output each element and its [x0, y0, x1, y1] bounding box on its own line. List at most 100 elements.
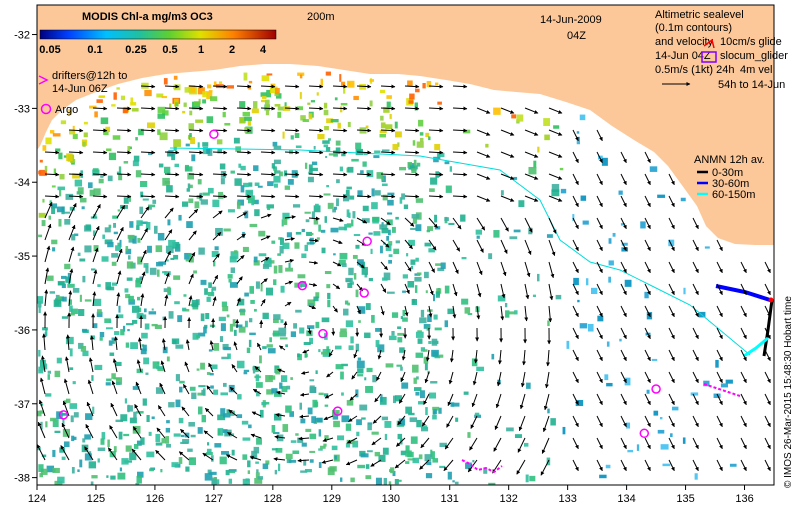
velocity-arrow: [164, 150, 180, 155]
chlorophyll-pixel: [192, 332, 199, 340]
chlorophyll-pixel: [405, 445, 410, 454]
chlorophyll-pixel: [262, 263, 270, 269]
chlorophyll-pixel: [241, 420, 249, 425]
chlorophyll-pixel: [173, 254, 179, 260]
chlorophyll-pixel: [237, 199, 245, 206]
velocity-arrow: [764, 371, 771, 384]
velocity-arrow: [212, 106, 228, 111]
chlorophyll-pixel: [93, 298, 102, 307]
velocity-arrow: [404, 84, 420, 89]
velocity-arrow: [476, 151, 491, 158]
velocity-arrow: [520, 371, 526, 388]
velocity-arrow: [182, 383, 190, 395]
chlorophyll-pixel: [179, 386, 183, 393]
chlorophyll-pixel: [620, 223, 626, 226]
velocity-arrow: [188, 194, 204, 199]
chlorophyll-pixel: [97, 284, 101, 287]
chlorophyll-pixel: [271, 163, 275, 169]
chlorophyll-pixel: [352, 254, 358, 259]
glide-label: 10cm/s glide: [720, 36, 782, 48]
chlorophyll-pixel: [415, 88, 420, 93]
chlorophyll-pixel: [432, 458, 439, 463]
chlorophyll-pixel: [219, 336, 224, 343]
velocity-arrow: [471, 393, 478, 408]
chlorophyll-pixel: [316, 92, 319, 96]
velocity-arrow: [68, 224, 76, 241]
chlorophyll-pixel: [392, 144, 399, 151]
velocity-arrow: [500, 195, 515, 202]
chlorophyll-pixel: [155, 245, 163, 253]
velocity-arrow: [188, 128, 204, 133]
velocity-arrow: [356, 84, 372, 89]
chlorophyll-pixel: [729, 463, 737, 467]
chlorophyll-pixel: [125, 445, 132, 452]
chlorophyll-pixel: [209, 96, 218, 102]
chlorophyll-pixel: [290, 331, 297, 338]
velocity-arrow: [596, 217, 603, 230]
chlorophyll-pixel: [148, 311, 157, 315]
velocity-arrow: [493, 437, 502, 452]
velocity-arrow: [404, 150, 420, 155]
velocity-arrow: [542, 415, 550, 433]
velocity-arrow: [212, 84, 228, 89]
chlorophyll-pixel: [197, 179, 202, 185]
velocity-arrow: [356, 172, 372, 177]
chlorophyll-pixel: [173, 75, 178, 80]
velocity-arrow: [44, 172, 60, 177]
velocity-arrow: [252, 388, 262, 395]
chlorophyll-pixel: [145, 372, 149, 375]
chlorophyll-pixel: [364, 273, 368, 278]
chlorophyll-pixel: [364, 332, 371, 339]
chlorophyll-pixel: [242, 454, 248, 460]
chlorophyll-pixel: [92, 406, 95, 414]
velocity-arrow: [452, 239, 461, 252]
chlorophyll-pixel: [627, 449, 634, 453]
velocity-arrow: [164, 250, 171, 263]
chlorophyll-pixel: [612, 232, 616, 237]
chlorophyll-pixel: [130, 342, 138, 350]
velocity-arrow: [572, 371, 579, 384]
chlorophyll-pixel: [214, 246, 219, 251]
chlorophyll-pixel: [377, 344, 385, 353]
chlorophyll-pixel: [433, 314, 438, 320]
chlorophyll-pixel: [432, 294, 435, 302]
chlorophyll-pixel: [107, 439, 110, 447]
chlorophyll-pixel: [320, 78, 324, 87]
chlorophyll-pixel: [114, 331, 120, 335]
chlorophyll-pixel: [305, 428, 312, 432]
velocity-arrow: [164, 294, 169, 307]
chlorophyll-pixel: [271, 240, 276, 244]
chlorophyll-pixel: [266, 344, 273, 348]
chlorophyll-pixel: [89, 105, 97, 109]
velocity-arrow: [524, 261, 531, 278]
velocity-arrow: [496, 371, 502, 387]
velocity-arrow: [92, 106, 108, 111]
chlorophyll-pixel: [304, 468, 312, 473]
velocity-arrow: [233, 341, 238, 351]
velocity-arrow: [740, 261, 747, 274]
x-tick-label: 134: [617, 493, 635, 505]
velocity-arrow: [37, 421, 46, 439]
chlorophyll-pixel: [358, 320, 361, 323]
chlorophyll-pixel: [255, 369, 259, 373]
velocity-arrow: [620, 261, 627, 274]
chlorophyll-pixel: [82, 350, 89, 357]
x-tick-label: 129: [323, 493, 341, 505]
velocity-arrow: [548, 217, 557, 234]
chlorophyll-pixel: [193, 270, 197, 274]
chlorophyll-pixel: [200, 362, 205, 370]
chlorophyll-pixel: [338, 259, 346, 265]
chlorophyll-pixel: [421, 425, 428, 430]
chlorophyll-pixel: [72, 287, 80, 293]
velocity-arrow: [524, 107, 539, 114]
chlorophyll-pixel: [378, 454, 386, 462]
chlorophyll-pixel: [279, 237, 285, 245]
anmn-vector-60-150: [743, 336, 769, 358]
velocity-arrow: [620, 393, 627, 406]
chlorophyll-pixel: [302, 119, 309, 123]
chlorophyll-pixel: [379, 89, 386, 94]
chlorophyll-pixel: [128, 195, 132, 202]
chlorophyll-pixel: [387, 192, 395, 196]
velocity-arrow: [428, 194, 444, 199]
chlorophyll-pixel: [299, 327, 305, 334]
